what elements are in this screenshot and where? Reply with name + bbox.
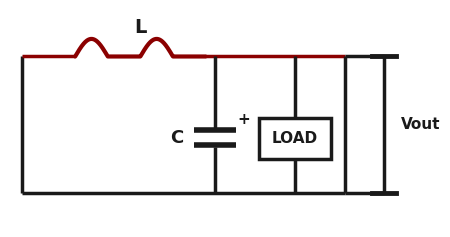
Text: L: L (134, 18, 147, 37)
Text: +: + (238, 113, 251, 128)
Text: C: C (170, 128, 183, 146)
Text: LOAD: LOAD (272, 131, 318, 146)
Text: Vout: Vout (400, 117, 440, 132)
FancyBboxPatch shape (259, 118, 331, 159)
